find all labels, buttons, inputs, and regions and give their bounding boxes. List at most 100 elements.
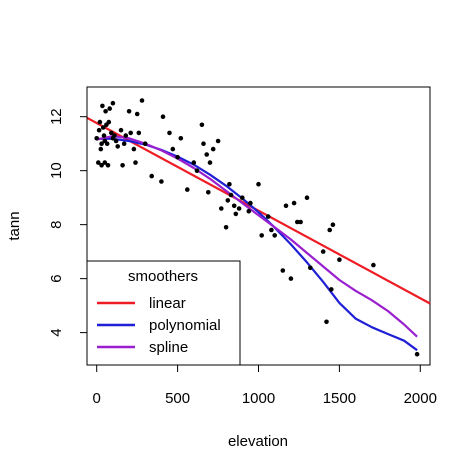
data-point	[101, 133, 107, 138]
data-point	[103, 109, 108, 114]
data-point	[133, 160, 138, 165]
data-point	[120, 163, 125, 168]
x-tick-label: 2000	[404, 390, 437, 407]
data-point	[126, 109, 132, 114]
data-point	[259, 233, 265, 238]
data-point	[256, 181, 261, 187]
y-tick-label: 10	[48, 162, 65, 179]
data-point	[97, 119, 103, 125]
data-point	[100, 125, 106, 130]
data-point	[414, 351, 420, 357]
data-point	[272, 233, 278, 238]
data-point	[159, 179, 164, 184]
legend-entries: linear polynomial spline	[97, 295, 221, 356]
legend-label-polynomial: polynomial	[149, 317, 221, 334]
data-point	[106, 119, 112, 125]
data-point	[201, 141, 206, 146]
data-point	[94, 136, 99, 141]
data-point	[100, 103, 105, 109]
data-point	[280, 268, 286, 273]
data-point	[98, 146, 104, 152]
x-tick-label: 500	[165, 390, 190, 407]
data-point	[283, 203, 289, 209]
data-point	[99, 141, 104, 146]
data-point	[215, 138, 221, 144]
legend: smoothers linear polynomial spline	[86, 260, 241, 366]
data-point	[337, 257, 342, 263]
data-point	[102, 160, 108, 165]
data-point	[227, 181, 232, 187]
data-point	[123, 133, 129, 138]
data-point	[206, 190, 211, 195]
data-point	[219, 206, 224, 211]
data-point	[324, 319, 329, 325]
legend-title: smoothers	[128, 268, 198, 285]
data-point	[113, 138, 119, 144]
data-point	[118, 127, 124, 133]
data-point	[167, 130, 172, 136]
data-point	[139, 98, 145, 103]
y-tick-label: 12	[48, 108, 65, 125]
data-point	[207, 160, 213, 165]
data-point	[142, 141, 148, 146]
data-point	[199, 122, 205, 128]
y-axis: 4 6 8 10 12	[48, 108, 88, 337]
data-point	[175, 154, 180, 160]
data-point	[110, 100, 116, 106]
data-point	[327, 227, 333, 233]
series-line-linear	[86, 116, 431, 305]
data-point	[131, 146, 137, 152]
data-point	[128, 130, 133, 136]
x-tick-label: 0	[93, 390, 101, 407]
x-tick-label: 1000	[242, 390, 275, 407]
data-point	[248, 200, 253, 206]
x-tick-label: 1500	[323, 390, 356, 407]
data-point	[210, 146, 216, 152]
data-point	[170, 146, 176, 152]
data-point	[99, 163, 104, 168]
data-point	[320, 249, 326, 254]
data-point	[371, 262, 376, 268]
data-point	[246, 208, 252, 214]
data-point	[112, 133, 117, 138]
legend-label-spline: spline	[149, 339, 188, 356]
data-point	[149, 173, 154, 179]
data-point	[107, 106, 112, 111]
data-point	[136, 130, 142, 136]
data-point	[178, 136, 184, 141]
x-axis: 0 500 1000 1500 2000	[93, 364, 437, 407]
data-point	[115, 144, 120, 149]
data-point	[269, 227, 274, 233]
legend-label-linear: linear	[149, 295, 186, 312]
data-point	[225, 198, 231, 203]
y-tick-label: 6	[48, 274, 65, 282]
data-point	[298, 219, 303, 225]
data-point	[121, 141, 127, 146]
data-point	[295, 219, 300, 225]
data-point	[233, 211, 239, 217]
data-point	[291, 200, 297, 206]
scatter-points	[94, 98, 420, 357]
data-point	[330, 222, 336, 227]
data-point	[236, 206, 242, 211]
data-point	[194, 168, 200, 173]
data-point	[96, 160, 101, 165]
data-point	[265, 214, 271, 219]
data-point	[109, 130, 114, 136]
y-axis-label: tann	[6, 211, 23, 240]
data-point	[308, 265, 313, 271]
data-point	[204, 152, 209, 157]
data-point	[104, 141, 110, 146]
data-point	[240, 195, 245, 200]
data-point	[160, 114, 166, 119]
y-tick-label: 8	[48, 220, 65, 228]
data-point	[223, 225, 229, 230]
data-point	[191, 160, 197, 165]
y-tick-label: 4	[48, 328, 65, 336]
series-line-spline	[96, 135, 418, 338]
data-point	[185, 187, 190, 192]
data-point	[329, 287, 334, 292]
data-point	[105, 163, 111, 168]
data-point	[134, 111, 140, 117]
